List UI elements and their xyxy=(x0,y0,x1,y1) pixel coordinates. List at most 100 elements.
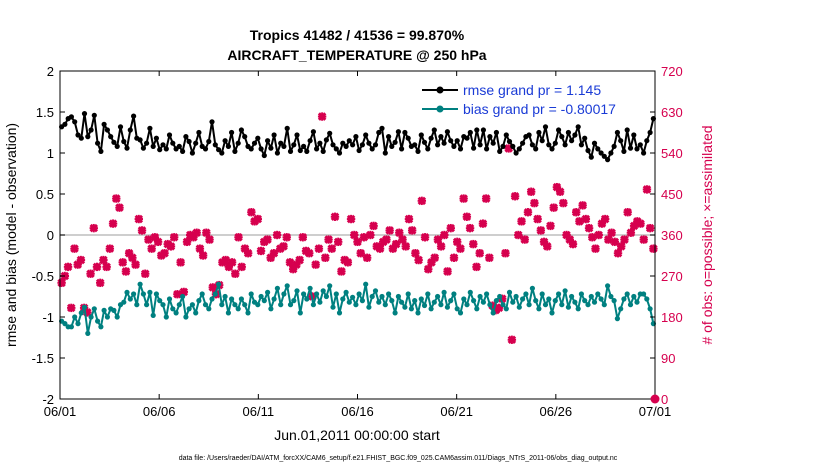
rmse-point xyxy=(484,146,490,152)
bias-point xyxy=(562,288,568,294)
bias-point xyxy=(232,302,238,308)
y-tick-label: -0.5 xyxy=(32,269,54,284)
rmse-point xyxy=(153,135,159,141)
rmse-point xyxy=(421,139,428,145)
bias-point xyxy=(513,293,519,300)
assimilated-marker xyxy=(247,207,256,217)
bias-point xyxy=(402,304,408,310)
bias-point xyxy=(343,289,349,295)
assimilated-marker xyxy=(346,214,356,224)
rmse-point xyxy=(506,138,513,145)
rmse-point xyxy=(114,143,120,149)
rmse-point xyxy=(310,129,316,135)
bias-point xyxy=(624,291,630,297)
bias-point xyxy=(412,298,418,304)
y2-tick-label: 720 xyxy=(661,64,683,79)
bias-point xyxy=(484,291,490,297)
assimilated-marker xyxy=(478,219,488,228)
rmse-point xyxy=(588,154,594,160)
bias-point xyxy=(140,291,146,297)
bias-point xyxy=(595,291,601,297)
bias-point xyxy=(131,291,137,297)
bias-point xyxy=(170,306,176,312)
assimilated-marker xyxy=(131,260,140,269)
bias-point xyxy=(471,298,477,304)
assimilated-marker xyxy=(195,244,205,253)
bias-point xyxy=(591,299,598,305)
bias-point xyxy=(611,298,617,304)
assimilated-marker xyxy=(314,244,324,253)
rmse-point xyxy=(366,140,372,146)
assimilated-marker xyxy=(311,260,320,269)
bias-point xyxy=(336,310,343,316)
legend-bias-label: bias grand pr = -0.80017 xyxy=(463,101,616,117)
bias-point xyxy=(127,296,133,302)
bias-point xyxy=(631,293,637,300)
bias-point xyxy=(166,296,173,302)
assimilated-marker xyxy=(298,233,308,242)
assimilated-marker xyxy=(475,248,484,258)
assimilated-marker xyxy=(227,258,237,267)
bias-point xyxy=(104,314,110,320)
bias-point xyxy=(320,288,326,294)
rmse-point xyxy=(294,132,300,138)
rmse-point xyxy=(95,140,101,146)
rmse-point xyxy=(255,135,261,141)
assimilated-marker xyxy=(645,223,655,233)
assimilated-marker xyxy=(337,267,346,276)
bias-point xyxy=(477,293,483,300)
assimilated-marker xyxy=(549,203,558,212)
bias-point xyxy=(173,310,179,316)
rmse-point xyxy=(631,132,637,138)
assimilated-marker xyxy=(420,233,430,242)
assimilated-marker xyxy=(369,221,378,231)
rmse-point xyxy=(157,147,163,153)
assimilated-marker xyxy=(449,253,459,263)
rmse-point xyxy=(464,135,470,141)
rmse-point xyxy=(327,130,333,136)
bias-point xyxy=(137,281,143,287)
y2-tick-label: 90 xyxy=(661,351,675,366)
bias-point xyxy=(480,299,486,305)
assimilated-marker xyxy=(591,244,600,253)
bias-point xyxy=(542,302,549,308)
assimilated-marker xyxy=(330,212,340,222)
bias-point xyxy=(101,307,107,313)
bias-point xyxy=(464,302,470,308)
rmse-point xyxy=(572,132,578,138)
bias-point xyxy=(304,296,310,302)
bias-point xyxy=(614,316,621,322)
bias-point xyxy=(598,296,604,302)
rmse-point xyxy=(402,129,408,136)
rmse-point xyxy=(399,146,405,152)
bias-point xyxy=(242,302,248,308)
assimilated-marker xyxy=(530,198,539,208)
rmse-point xyxy=(258,146,264,152)
rmse-point xyxy=(111,139,117,145)
assimilated-marker xyxy=(571,207,581,217)
y2-axis-ticks: 0 90 180 270 360 450 540 630 720 xyxy=(650,64,683,407)
assimilated-marker xyxy=(66,303,76,313)
rmse-point xyxy=(291,142,297,148)
rmse-point xyxy=(219,150,225,156)
bias-point xyxy=(431,299,437,305)
rmse-point xyxy=(605,157,611,163)
assimilated-marker xyxy=(128,253,137,263)
bias-point xyxy=(408,306,414,312)
bias-point xyxy=(186,306,192,312)
rmse-point xyxy=(150,143,156,149)
bias-point xyxy=(454,306,460,312)
bias-point xyxy=(88,314,94,320)
assimilated-marker xyxy=(382,235,391,244)
bias-point xyxy=(441,289,447,295)
rmse-point xyxy=(490,140,496,146)
rmse-point xyxy=(395,129,401,135)
rmse-point xyxy=(297,147,303,154)
bias-point xyxy=(291,298,297,304)
rmse-point xyxy=(454,138,460,144)
rmse-point xyxy=(202,146,209,152)
assimilated-marker xyxy=(616,242,626,251)
assimilated-marker xyxy=(649,244,658,253)
rmse-point xyxy=(467,129,473,136)
